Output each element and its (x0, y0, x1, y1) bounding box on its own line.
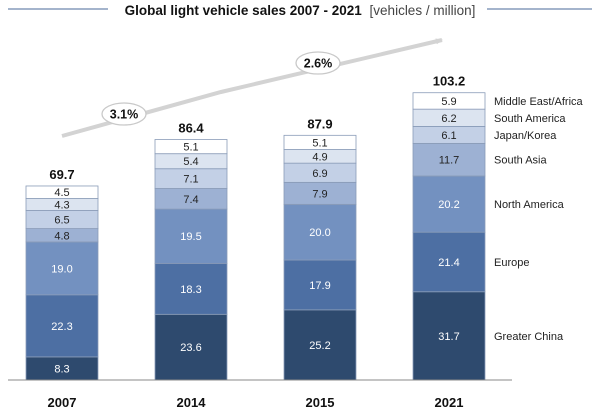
total-label: 103.2 (433, 74, 466, 89)
data-label: 31.7 (438, 331, 459, 343)
total-label: 87.9 (307, 116, 332, 131)
data-label: 23.6 (180, 342, 201, 354)
data-label: 5.9 (441, 96, 456, 108)
x-tick-label: 2014 (177, 395, 207, 409)
legend-label: South America (494, 113, 566, 125)
data-label: 7.1 (183, 174, 198, 186)
data-label: 8.3 (54, 363, 69, 375)
bar-segment (412, 231, 486, 293)
x-tick-label: 2015 (306, 395, 335, 409)
data-label: 6.2 (441, 113, 456, 125)
cagr-label: 3.1% (110, 108, 139, 122)
bar-segment (154, 262, 228, 315)
data-label: 22.3 (51, 321, 72, 333)
cagr-badge-2: 2.6% (295, 51, 341, 75)
data-label: 6.9 (312, 168, 327, 180)
bar-segment (283, 203, 357, 261)
total-label: 69.7 (49, 167, 74, 182)
legend-label: South Asia (494, 155, 547, 167)
legend-label: Greater China (494, 331, 564, 343)
data-label: 19.0 (51, 263, 72, 275)
legend-label: Japan/Korea (494, 130, 557, 142)
bar-segment (412, 175, 486, 233)
legend-label: Middle East/Africa (494, 96, 584, 108)
x-tick-label: 2007 (48, 395, 77, 409)
bar-segment (25, 185, 99, 199)
cagr-badge-1: 3.1% (101, 102, 147, 126)
x-axis-ticks: 2007 2014 2015 2021 (48, 395, 464, 409)
legend: Greater China Europe North America South As… (494, 96, 584, 343)
data-label: 4.5 (54, 187, 69, 199)
chart-title: Global light vehicle sales 2007 - 2021 (125, 3, 363, 18)
data-label: 20.2 (438, 199, 459, 211)
bar-segment (25, 294, 99, 358)
data-label: 7.4 (183, 194, 198, 206)
total-label: 86.4 (178, 120, 204, 135)
data-label: 19.5 (180, 231, 201, 243)
bar-segment (154, 313, 228, 381)
data-label: 4.3 (54, 199, 69, 211)
bar-segment (412, 291, 486, 381)
data-label: 4.8 (54, 230, 69, 242)
bar-segment (283, 259, 357, 311)
data-label: 21.4 (438, 257, 459, 269)
data-label: 6.5 (54, 215, 69, 227)
x-tick-label: 2021 (435, 395, 464, 409)
data-label: 11.7 (439, 155, 460, 167)
data-label: 25.2 (309, 340, 330, 352)
bar-segment (154, 139, 228, 155)
data-label: 5.4 (183, 156, 198, 168)
bar-segment (412, 92, 486, 110)
data-label: 5.1 (312, 137, 327, 149)
bar-segment (154, 208, 228, 264)
data-label: 20.0 (309, 227, 330, 239)
chart-title-unit: [vehicles / million] (370, 3, 476, 18)
chart-title-group: Global light vehicle sales 2007 - 2021 [… (125, 3, 476, 18)
data-label: 4.9 (312, 151, 327, 163)
bars: 8.3 22.3 19.0 4.8 6.5 4.34.5 69.7 23.6 18.3 19.5 7… (25, 74, 486, 381)
data-label: 18.3 (180, 284, 201, 296)
legend-label: North America (494, 199, 565, 211)
data-label: 7.9 (312, 188, 327, 200)
data-label: 6.1 (441, 130, 456, 142)
bar-segment (283, 134, 357, 150)
legend-label: Europe (494, 257, 529, 269)
data-label: 5.1 (183, 142, 198, 154)
cagr-label: 2.6% (304, 57, 333, 71)
data-label: 17.9 (309, 280, 330, 292)
